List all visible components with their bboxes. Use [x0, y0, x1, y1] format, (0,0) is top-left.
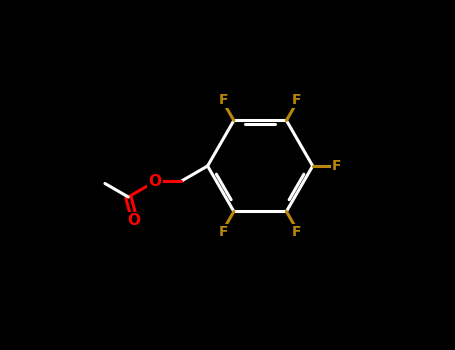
Text: F: F: [292, 225, 301, 239]
Text: F: F: [219, 93, 228, 107]
Text: O: O: [149, 174, 162, 189]
Text: F: F: [292, 93, 301, 107]
Text: O: O: [127, 213, 140, 228]
Text: F: F: [332, 159, 342, 173]
Text: F: F: [219, 225, 228, 239]
